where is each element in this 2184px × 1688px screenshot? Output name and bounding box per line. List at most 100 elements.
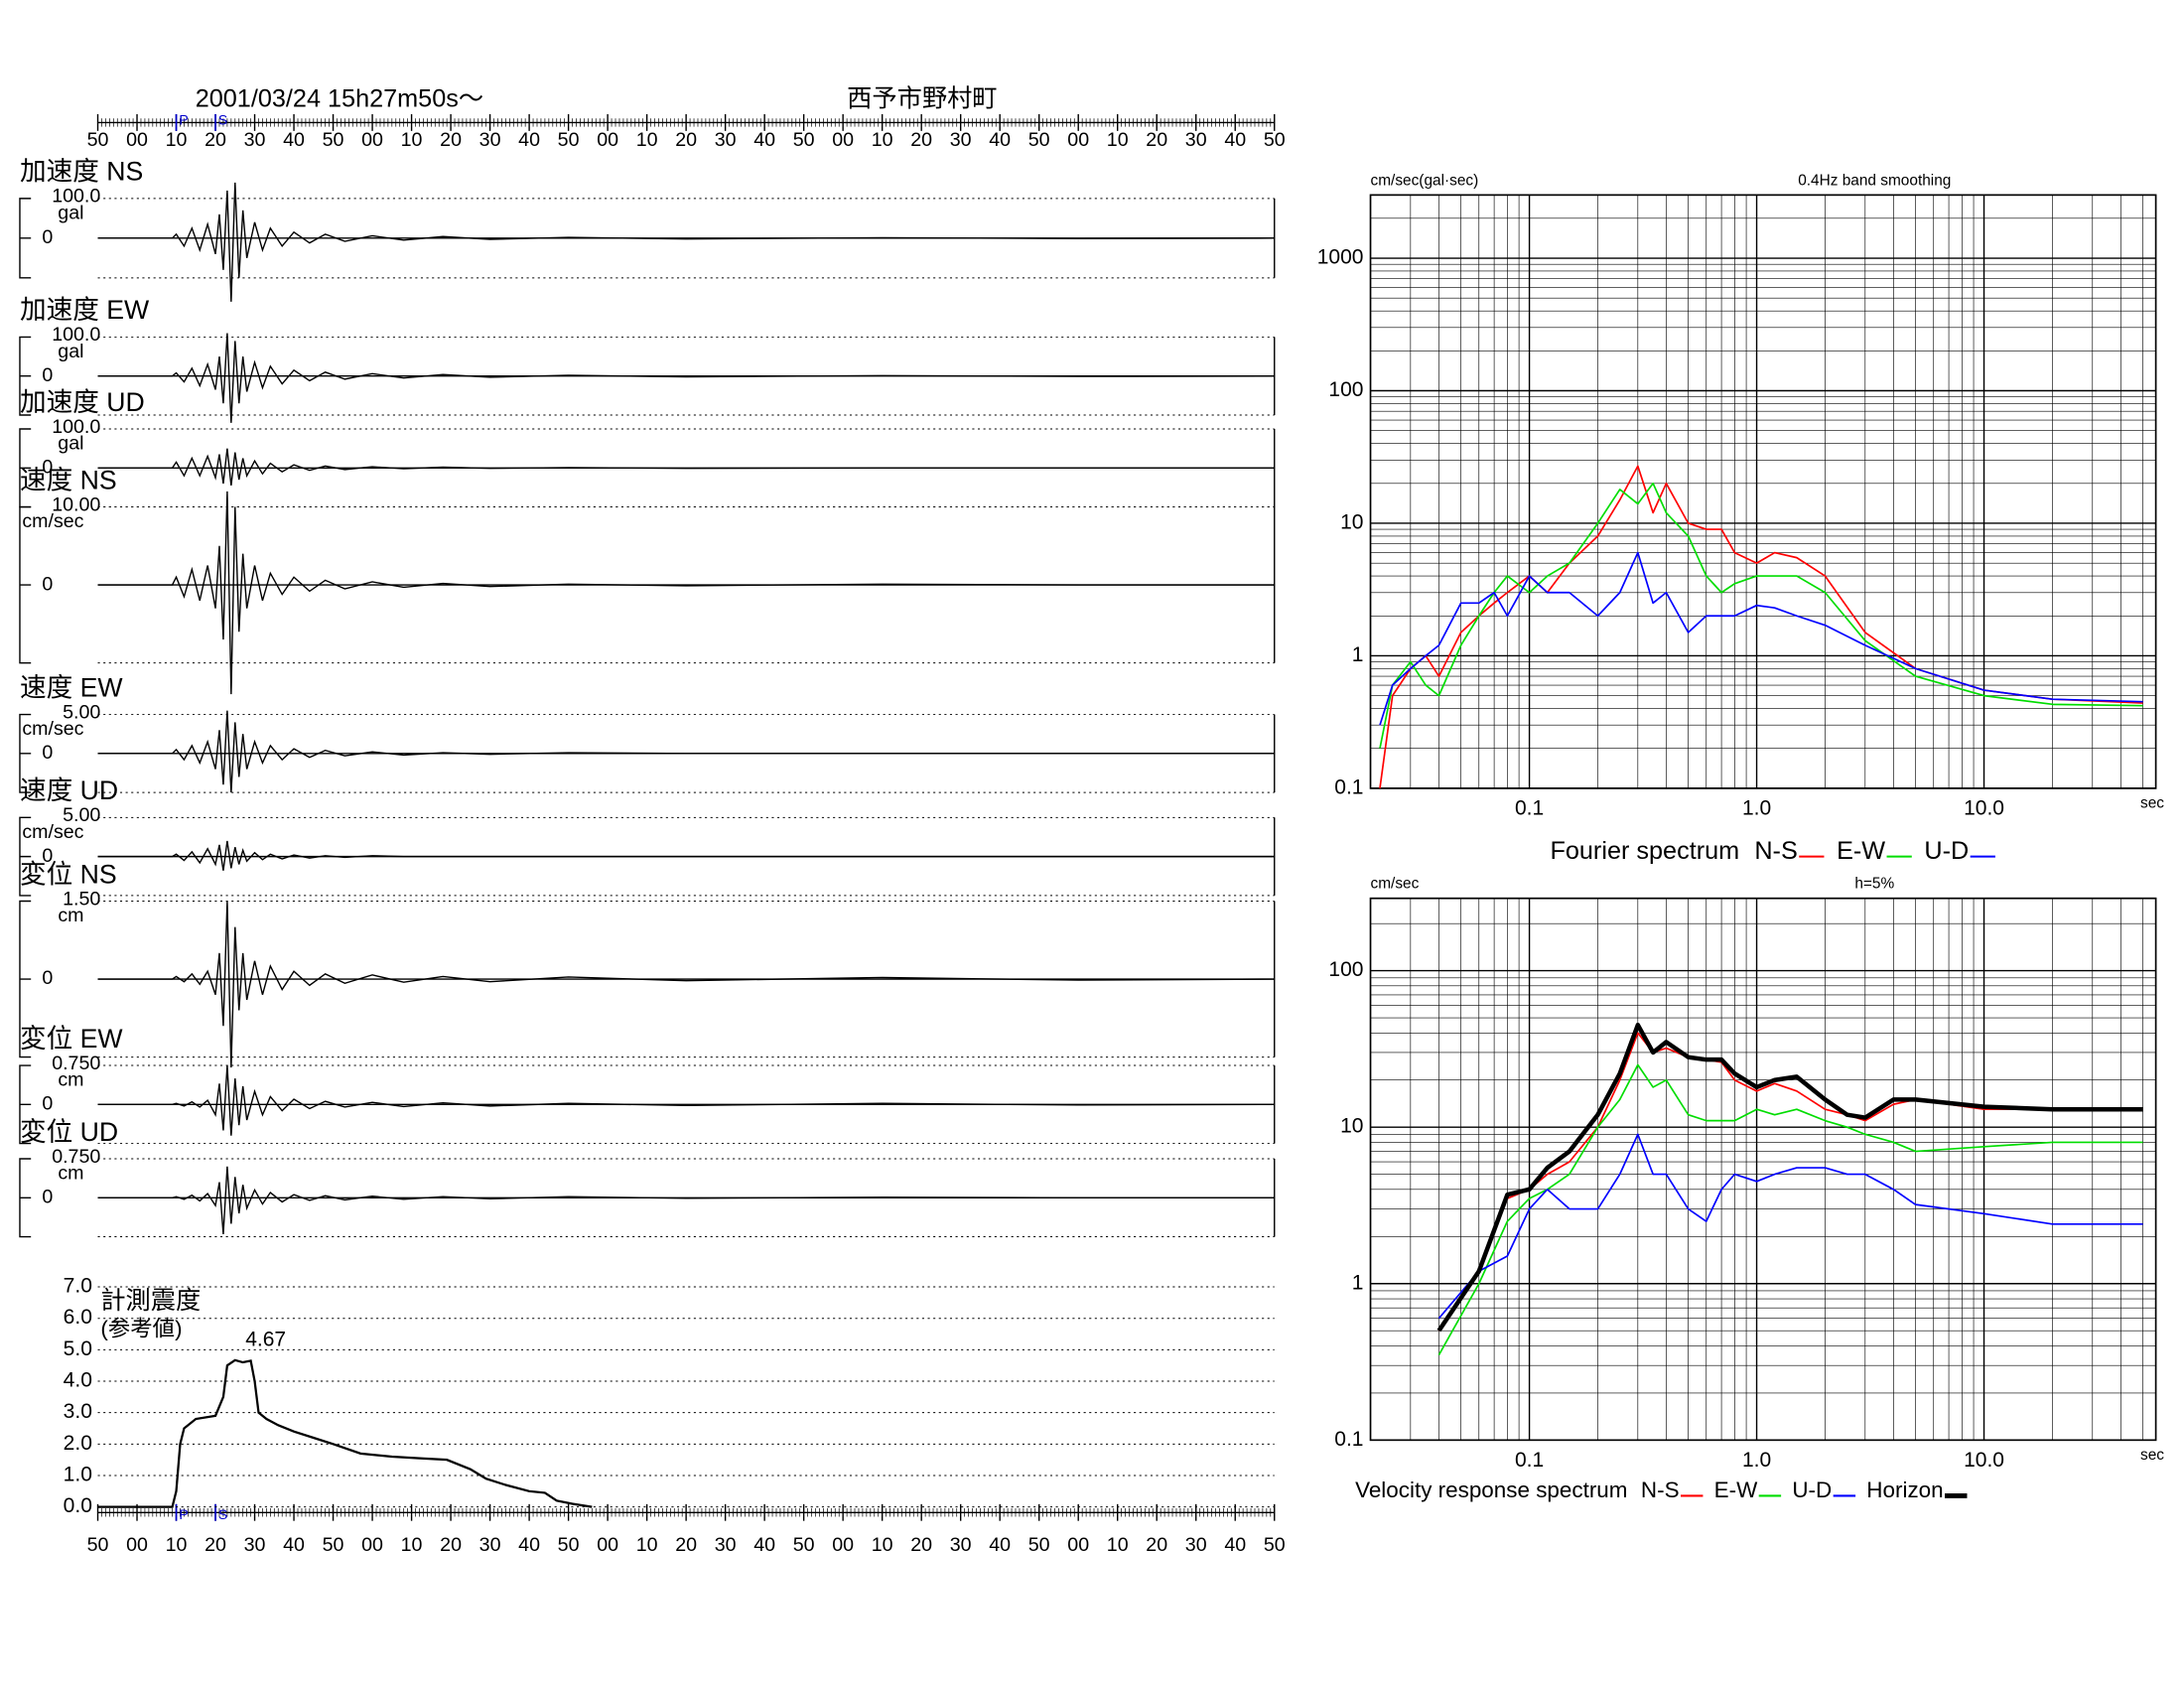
x-tick-label: 10.0 <box>1964 796 2004 819</box>
time-tick-label: 20 <box>440 1534 462 1556</box>
y-tick-label: 1.50 <box>63 888 100 910</box>
chart-title: Fourier spectrum <box>1550 837 1739 865</box>
time-tick-label: 40 <box>753 129 775 151</box>
time-tick-label: 20 <box>910 129 932 151</box>
time-tick-label: 00 <box>597 1534 618 1556</box>
time-tick-label: 00 <box>1067 1534 1089 1556</box>
phase-label: P <box>179 1506 188 1522</box>
time-tick-label: 50 <box>558 1534 580 1556</box>
y-tick-label: 0 <box>42 364 53 386</box>
waveform <box>97 448 1275 487</box>
time-tick-label: 20 <box>205 129 226 151</box>
x-tick-label: 10.0 <box>1964 1449 2004 1472</box>
legend-label: U-D <box>1924 837 1969 865</box>
y-tick-label: 10 <box>1340 511 1363 534</box>
y-tick-label: 0 <box>42 1092 53 1114</box>
unit-label: cm/sec <box>22 718 83 740</box>
trace-bracket <box>19 198 32 279</box>
time-tick-label: 10 <box>636 1534 658 1556</box>
phase-label: S <box>218 112 227 128</box>
time-tick-label: 10 <box>401 1534 423 1556</box>
time-tick-label: 20 <box>205 1534 226 1556</box>
y-tick-label: 0.0 <box>64 1494 92 1517</box>
y-axis-label: cm/sec <box>1371 876 1420 893</box>
time-tick-label: 30 <box>950 1534 972 1556</box>
y-tick-label: 5.00 <box>63 804 100 826</box>
time-tick-label: 40 <box>1224 1534 1246 1556</box>
time-tick-label: 10 <box>872 129 893 151</box>
waveform <box>97 491 1275 695</box>
y-tick-label: 1 <box>1352 643 1364 666</box>
time-tick-label: 20 <box>1146 129 1167 151</box>
x-axis-label: sec <box>2140 794 2164 811</box>
y-tick-label: 1.0 <box>64 1464 92 1486</box>
time-tick-label: 50 <box>1264 1534 1286 1556</box>
time-tick-label: 50 <box>323 129 344 151</box>
legend-label: E-W <box>1837 837 1885 865</box>
waveform <box>97 1064 1275 1136</box>
trace-bracket <box>19 1064 32 1145</box>
y-tick-label: 2.0 <box>64 1432 92 1455</box>
time-tick-label: 40 <box>518 1534 540 1556</box>
legend-label: U-D <box>1792 1477 1832 1502</box>
trace-bracket <box>19 713 32 793</box>
y-tick-label: 0 <box>42 573 53 595</box>
legend-label: N-S <box>1641 1477 1680 1502</box>
phase-label: P <box>179 112 188 128</box>
y-tick-label: 0.750 <box>52 1146 100 1168</box>
time-tick-label: 20 <box>1146 1534 1167 1556</box>
time-tick-label: 50 <box>1264 129 1286 151</box>
time-tick-label: 40 <box>518 129 540 151</box>
y-tick-label: 100.0 <box>52 416 100 438</box>
minor-grid <box>1370 898 2156 1441</box>
time-tick-label: 00 <box>832 129 854 151</box>
time-tick-label: 10 <box>1107 1534 1129 1556</box>
unit-label: cm <box>58 1069 83 1091</box>
y-tick-label: 0.1 <box>1334 1428 1363 1451</box>
station-name: 西予市野村町 <box>847 85 997 113</box>
y-tick-label: 6.0 <box>64 1306 92 1329</box>
y-tick-label: 100.0 <box>52 186 100 208</box>
time-tick-label: 20 <box>910 1534 932 1556</box>
time-tick-label: 40 <box>1224 129 1246 151</box>
time-tick-label: 20 <box>675 1534 697 1556</box>
y-tick-label: 0.750 <box>52 1053 100 1074</box>
y-tick-label: 0.1 <box>1334 775 1363 798</box>
trace-bracket <box>19 336 32 416</box>
time-tick-label: 10 <box>636 129 658 151</box>
time-tick-label: 00 <box>597 129 618 151</box>
x-tick-label: 1.0 <box>1742 1449 1771 1472</box>
y-tick-label: 0 <box>42 1186 53 1207</box>
unit-label: cm/sec <box>22 821 83 843</box>
time-tick-label: 30 <box>1185 129 1207 151</box>
x-tick-label: 0.1 <box>1515 796 1544 819</box>
trace-label: 変位 EW <box>20 1024 123 1054</box>
time-tick-label: 30 <box>1185 1534 1207 1556</box>
legend-label: N-S <box>1754 837 1797 865</box>
y-tick-label: 3.0 <box>64 1400 92 1423</box>
x-tick-label: 0.1 <box>1515 1449 1544 1472</box>
spectrum-line <box>1379 465 2143 789</box>
minor-grid <box>1370 195 2156 788</box>
waveform <box>97 182 1275 302</box>
y-tick-label: 0 <box>42 742 53 764</box>
x-tick-label: 1.0 <box>1742 796 1771 819</box>
time-tick-label: 30 <box>479 129 501 151</box>
time-tick-label: 10 <box>1107 129 1129 151</box>
time-tick-label: 00 <box>126 129 148 151</box>
time-tick-label: 50 <box>1028 1534 1050 1556</box>
trace-label: 速度 UD <box>20 775 118 805</box>
chart-title: Velocity response spectrum <box>1355 1477 1627 1502</box>
waveform <box>97 710 1275 793</box>
y-tick-label: 7.0 <box>64 1275 92 1298</box>
time-tick-label: 40 <box>753 1534 775 1556</box>
spectrum-line <box>1437 1133 2143 1320</box>
y-axis-label: cm/sec(gal·sec) <box>1371 172 1479 189</box>
time-tick-label: 30 <box>715 129 737 151</box>
time-tick-label: 10 <box>872 1534 893 1556</box>
time-tick-label: 40 <box>283 129 305 151</box>
time-tick-label: 30 <box>715 1534 737 1556</box>
y-tick-label: 1000 <box>1317 246 1364 269</box>
unit-label: cm/sec <box>22 510 83 532</box>
